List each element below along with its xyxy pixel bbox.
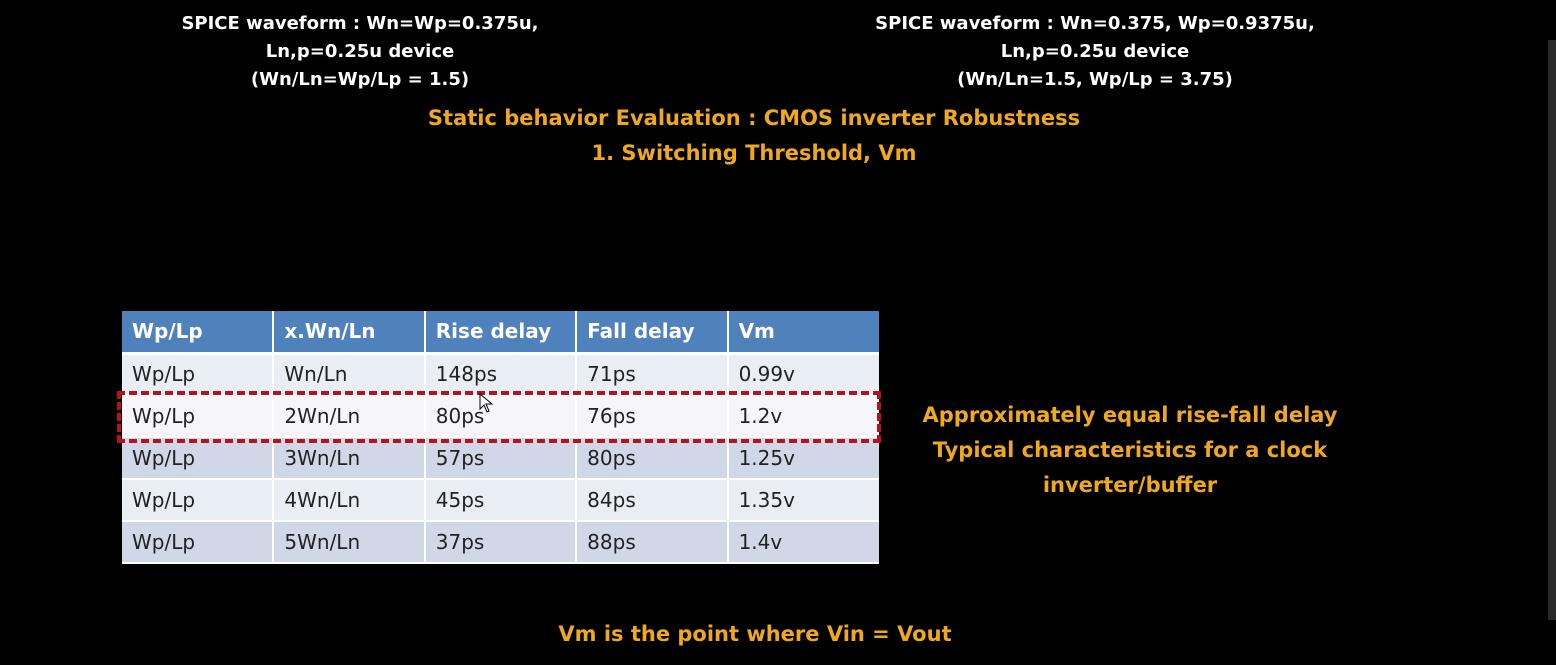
header-cell-rise-delay: Rise delay [424, 311, 578, 355]
table-cell: 148ps [424, 353, 578, 396]
caption-left-line: Ln,p=0.25u device [265, 41, 455, 62]
table-cell: 57ps [424, 437, 578, 480]
table-cell: 76ps [576, 395, 729, 438]
delay-table: Wp/Lp x.Wn/Ln Rise delay Fall delay Vm W… [122, 311, 879, 564]
table-cell: Wp/Lp [122, 353, 275, 396]
header-cell-wn-ln: x.Wn/Ln [273, 311, 426, 355]
mouse-cursor-icon [479, 393, 494, 413]
table-cell: 5Wn/Ln [273, 521, 426, 564]
header-cell-fall-delay: Fall delay [576, 311, 729, 355]
caption-right-line: (Wn/Ln=1.5, Wp/Lp = 3.75) [957, 69, 1233, 90]
header-cell-wp-lp: Wp/Lp [122, 311, 275, 355]
note-line-3: inverter/buffer [1042, 473, 1218, 497]
table-cell: 2Wn/Ln [273, 395, 426, 438]
table-row: Wp/Lp Wn/Ln 148ps 71ps 0.99v [122, 353, 879, 396]
footer-text: Vm is the point where Vin = Vout [558, 622, 952, 646]
caption-right: SPICE waveform : Wn=0.375, Wp=0.9375u, L… [860, 10, 1330, 94]
table-cell: Wp/Lp [122, 437, 275, 480]
note-line-2: Typical characteristics for a clock [932, 438, 1328, 462]
table-cell: 1.25v [727, 437, 879, 480]
table-row: Wp/Lp 4Wn/Ln 45ps 84ps 1.35v [122, 479, 879, 522]
table-cell: 3Wn/Ln [273, 437, 426, 480]
table-cell: Wp/Lp [122, 395, 275, 438]
scrollbar[interactable] [1548, 40, 1556, 620]
table-cell: Wp/Lp [122, 521, 275, 564]
table-cell: 71ps [576, 353, 729, 396]
title-line-2: 1. Switching Threshold, Vm [591, 141, 917, 165]
table-cell: 0.99v [727, 353, 879, 396]
table-cell: 80ps [424, 395, 578, 438]
table-cell: Wn/Ln [273, 353, 426, 396]
table-cell: 84ps [576, 479, 729, 522]
table-row-highlighted: Wp/Lp 2Wn/Ln 80ps 76ps 1.2v [122, 395, 879, 438]
table-cell: 4Wn/Ln [273, 479, 426, 522]
caption-left: SPICE waveform : Wn=Wp=0.375u, Ln,p=0.25… [170, 10, 550, 94]
table-cell: 88ps [576, 521, 729, 564]
table-row: Wp/Lp 3Wn/Ln 57ps 80ps 1.25v [122, 437, 879, 480]
highlight-dashed-box [117, 391, 881, 443]
table-cell: 1.35v [727, 479, 879, 522]
table-row: Wp/Lp 5Wn/Ln 37ps 88ps 1.4v [122, 521, 879, 564]
caption-left-line: SPICE waveform : Wn=Wp=0.375u, [181, 13, 539, 34]
table-cell: Wp/Lp [122, 479, 275, 522]
table-header-row: Wp/Lp x.Wn/Ln Rise delay Fall delay Vm [122, 311, 879, 355]
note-line-1: Approximately equal rise-fall delay [922, 403, 1338, 427]
caption-right-line: Ln,p=0.25u device [1000, 41, 1190, 62]
header-cell-vm: Vm [727, 311, 879, 355]
caption-right-line: SPICE waveform : Wn=0.375, Wp=0.9375u, [875, 13, 1315, 34]
table-cell: 45ps [424, 479, 578, 522]
table-cell: 80ps [576, 437, 729, 480]
title-line-1: Static behavior Evaluation : CMOS invert… [427, 106, 1081, 130]
annotation-note: Approximately equal rise-fall delay Typi… [890, 398, 1370, 503]
table-cell: 1.2v [727, 395, 879, 438]
table-cell: 1.4v [727, 521, 879, 564]
delay-table-container: Wp/Lp x.Wn/Ln Rise delay Fall delay Vm W… [122, 311, 879, 564]
caption-left-line: (Wn/Ln=Wp/Lp = 1.5) [250, 69, 470, 90]
slide-title: Static behavior Evaluation : CMOS invert… [354, 101, 1154, 171]
table-cell: 37ps [424, 521, 578, 564]
